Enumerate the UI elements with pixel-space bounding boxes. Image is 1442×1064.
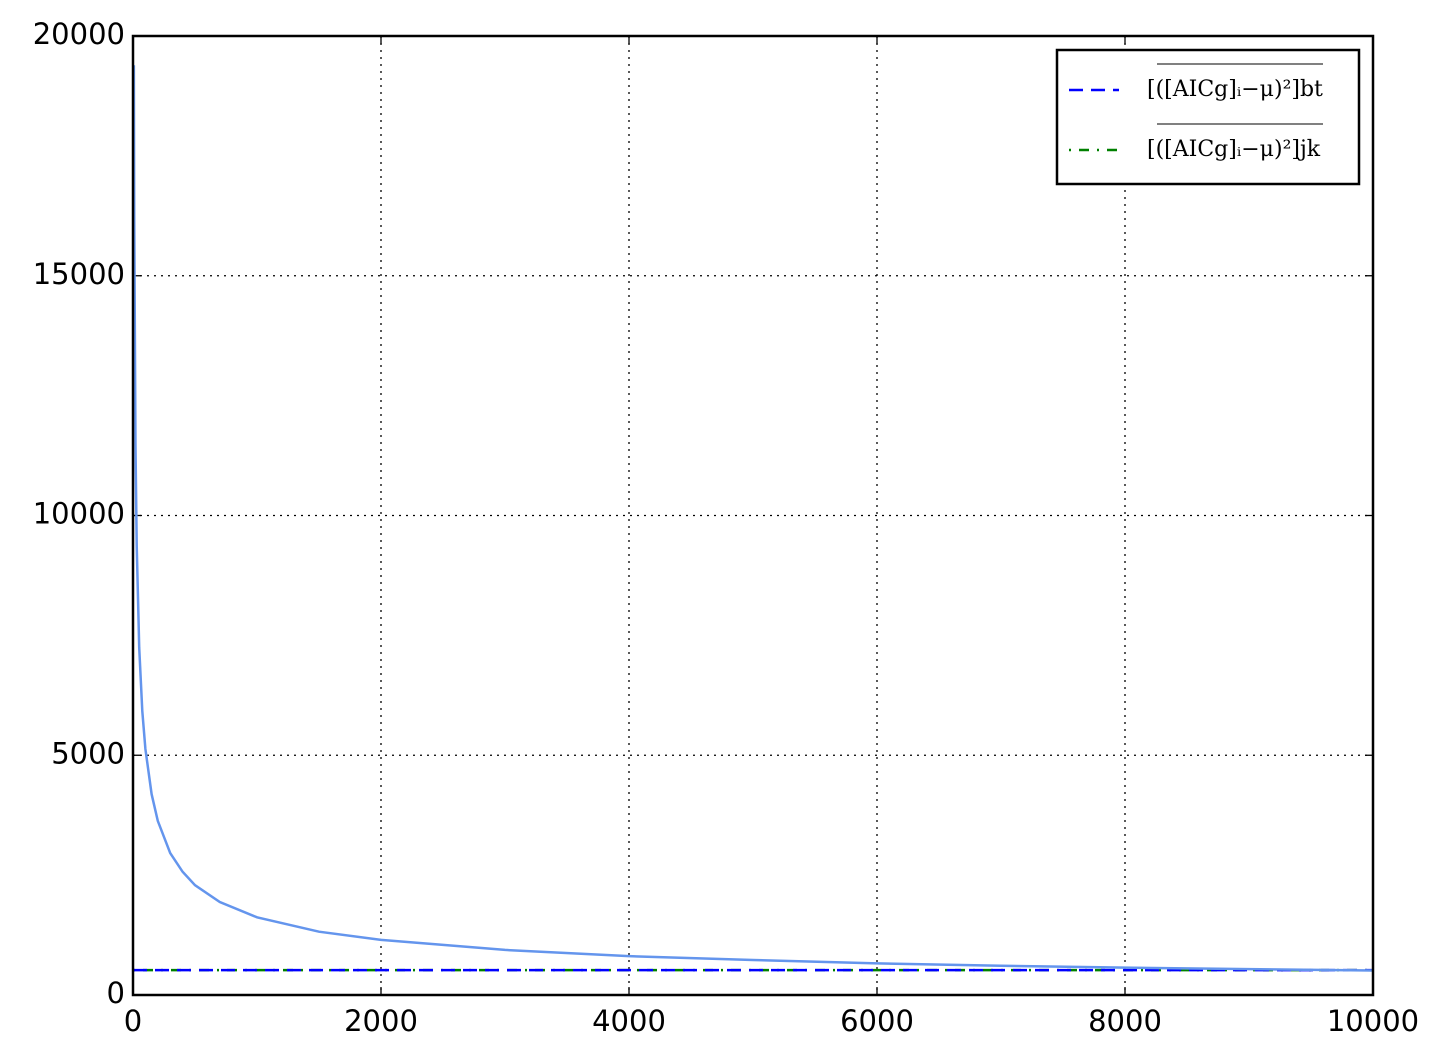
legend-label: [([AICg]ᵢ−μ)²]jk [1147, 137, 1321, 162]
y-tick-label: 20000 [33, 17, 125, 51]
y-tick-label: 0 [107, 976, 125, 1010]
x-tick-label: 8000 [1088, 1004, 1162, 1038]
x-tick-label: 6000 [840, 1004, 914, 1038]
legend-box [1055, 48, 1361, 186]
x-tick-label: 10000 [1327, 1004, 1419, 1038]
plot-frame [131, 34, 1375, 997]
y-tick-label: 5000 [51, 736, 125, 770]
x-tick-label: 4000 [592, 1004, 666, 1038]
y-tick-label: 15000 [33, 257, 125, 291]
series-line [132, 65, 1374, 972]
legend-label: [([AICg]ᵢ−μ)²]bt [1147, 77, 1323, 102]
x-tick-label: 2000 [344, 1004, 418, 1038]
y-tick-label: 10000 [33, 497, 125, 531]
x-tick-label: 0 [124, 1004, 142, 1038]
